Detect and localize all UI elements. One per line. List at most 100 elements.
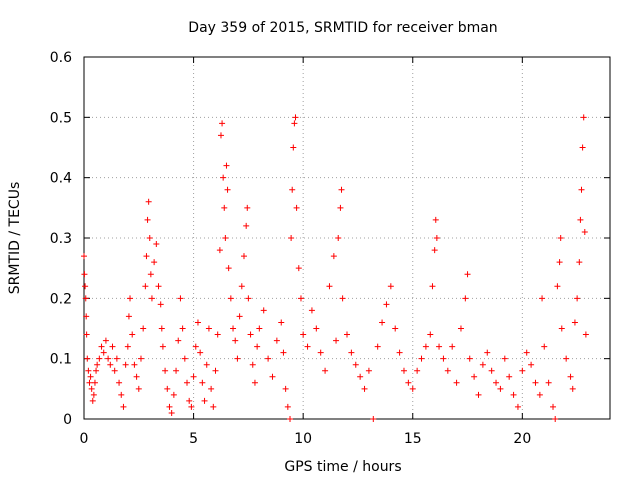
data-point [164, 385, 171, 392]
data-point [338, 186, 345, 193]
data-point [462, 295, 469, 302]
data-point [251, 379, 258, 386]
data-point [300, 331, 307, 338]
data-point [212, 367, 219, 374]
data-point [374, 343, 381, 350]
data-point [137, 355, 144, 362]
data-point [107, 361, 114, 368]
data-point [170, 391, 177, 398]
data-point [225, 265, 232, 272]
data-point [234, 355, 241, 362]
data-point [125, 313, 132, 320]
data-point [177, 295, 184, 302]
data-point [166, 403, 173, 410]
data-point [287, 416, 294, 422]
y-tick-label: 0.1 [50, 352, 72, 368]
tick-labels: 0 0.1 0.2 0.3 0.4 0.5 0.6 0 5 10 15 20 [50, 50, 532, 447]
data-point [224, 186, 231, 193]
data-point [532, 379, 539, 386]
data-point [567, 373, 574, 380]
data-point [208, 385, 215, 392]
data-point [118, 391, 125, 398]
data-point [422, 343, 429, 350]
data-point [293, 204, 300, 211]
data-point [265, 355, 272, 362]
data-point [348, 349, 355, 356]
data-point [157, 301, 164, 308]
data-point [131, 361, 138, 368]
data-point [111, 367, 118, 374]
data-point [201, 397, 208, 404]
data-point [574, 295, 581, 302]
data-point [82, 295, 89, 302]
data-point [288, 235, 295, 241]
data-point [181, 355, 188, 362]
data-point [269, 373, 276, 380]
data-point [94, 361, 101, 368]
data-point [273, 337, 280, 344]
data-point [577, 216, 584, 223]
data-point [475, 391, 482, 398]
data-point [361, 385, 368, 392]
data-point [210, 403, 217, 410]
data-point [308, 307, 315, 314]
x-tick-label: 10 [294, 431, 312, 447]
data-point [552, 416, 559, 422]
chart-title: Day 359 of 2015, SRMTID for receiver bma… [188, 20, 497, 36]
data-point [396, 349, 403, 356]
data-point [510, 391, 517, 398]
data-point [333, 337, 340, 344]
data-point [352, 361, 359, 368]
data-point [431, 247, 438, 254]
data-point [278, 319, 285, 326]
data-point [457, 325, 464, 332]
data-point [335, 235, 342, 241]
data-point [244, 204, 251, 211]
data-point [536, 391, 543, 398]
data-point [313, 325, 320, 332]
y-tick-label: 0 [63, 412, 72, 428]
data-point [400, 367, 407, 374]
data-point [383, 301, 390, 308]
data-point [576, 259, 583, 266]
x-axis-label: GPS time / hours [284, 459, 401, 475]
data-point [143, 253, 150, 260]
data-point [292, 114, 299, 121]
data-point [290, 144, 297, 151]
grid-lines [84, 57, 610, 419]
data-point [133, 373, 140, 380]
data-point [571, 319, 578, 326]
data-point [147, 271, 154, 278]
data-point [184, 379, 191, 386]
data-point [436, 343, 443, 350]
data-point [387, 283, 394, 290]
data-point [429, 283, 436, 290]
data-point [135, 385, 142, 392]
data-point [405, 379, 412, 386]
data-point [85, 367, 92, 374]
data-point [304, 343, 311, 350]
y-tick-label: 0.5 [50, 110, 72, 126]
data-point [142, 283, 149, 290]
data-point [557, 235, 564, 241]
data-point [528, 361, 535, 368]
data-point [216, 247, 223, 254]
data-point [159, 343, 166, 350]
data-point [227, 295, 234, 302]
data-point [578, 186, 585, 193]
data-point [554, 283, 561, 290]
data-point [409, 385, 416, 392]
data-point [190, 373, 197, 380]
data-point [221, 204, 228, 211]
data-point [556, 259, 563, 266]
data-point [289, 186, 296, 193]
data-point [317, 349, 324, 356]
y-tick-label: 0.4 [50, 171, 72, 187]
data-point [370, 416, 377, 422]
data-point [249, 361, 256, 368]
data-point [254, 343, 261, 350]
data-point [192, 343, 199, 350]
data-point [582, 331, 589, 338]
data-point [449, 343, 456, 350]
